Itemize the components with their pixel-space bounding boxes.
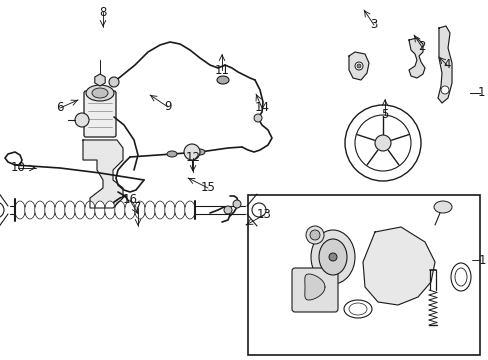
Ellipse shape (104, 201, 115, 219)
Text: 10: 10 (11, 162, 25, 175)
Text: 16: 16 (122, 193, 137, 207)
Ellipse shape (84, 201, 95, 219)
Ellipse shape (433, 201, 451, 213)
Ellipse shape (217, 76, 228, 84)
Ellipse shape (450, 263, 470, 291)
Ellipse shape (65, 201, 75, 219)
Ellipse shape (15, 201, 25, 219)
Circle shape (354, 115, 410, 171)
Text: 11: 11 (214, 63, 229, 77)
FancyBboxPatch shape (291, 268, 337, 312)
Text: 9: 9 (164, 100, 171, 113)
Circle shape (345, 105, 420, 181)
Ellipse shape (115, 201, 125, 219)
Ellipse shape (45, 201, 55, 219)
Text: 6: 6 (56, 102, 63, 114)
Ellipse shape (174, 201, 185, 219)
Polygon shape (348, 52, 368, 80)
Circle shape (440, 86, 448, 94)
Text: 2: 2 (417, 40, 425, 54)
Text: 12: 12 (185, 152, 200, 165)
Polygon shape (362, 227, 434, 305)
Circle shape (374, 135, 390, 151)
Ellipse shape (135, 201, 145, 219)
Polygon shape (408, 38, 424, 78)
Ellipse shape (144, 201, 155, 219)
Circle shape (309, 230, 319, 240)
Ellipse shape (343, 300, 371, 318)
Circle shape (0, 202, 4, 218)
Ellipse shape (55, 201, 65, 219)
Ellipse shape (167, 151, 177, 157)
Circle shape (109, 77, 119, 87)
Circle shape (224, 206, 231, 214)
Ellipse shape (454, 268, 466, 286)
Circle shape (75, 113, 89, 127)
Circle shape (253, 114, 262, 122)
Text: 1: 1 (477, 253, 485, 266)
Ellipse shape (348, 303, 366, 315)
Text: 5: 5 (381, 108, 388, 121)
Ellipse shape (25, 201, 35, 219)
Ellipse shape (155, 201, 165, 219)
Text: 3: 3 (369, 18, 377, 31)
Polygon shape (304, 274, 325, 300)
Ellipse shape (164, 201, 175, 219)
Circle shape (354, 62, 362, 70)
Polygon shape (437, 26, 451, 103)
Circle shape (320, 249, 328, 257)
Ellipse shape (95, 201, 105, 219)
Text: 15: 15 (200, 181, 215, 194)
Ellipse shape (124, 201, 135, 219)
Ellipse shape (195, 149, 204, 155)
Bar (247, 195, 479, 355)
Circle shape (356, 64, 360, 68)
Ellipse shape (86, 85, 114, 101)
Text: 1: 1 (476, 86, 484, 99)
Text: 14: 14 (254, 102, 269, 114)
Circle shape (251, 203, 265, 217)
Circle shape (328, 253, 336, 261)
Circle shape (305, 226, 324, 244)
Circle shape (183, 144, 200, 160)
Ellipse shape (184, 201, 195, 219)
Ellipse shape (92, 88, 108, 98)
FancyBboxPatch shape (84, 91, 116, 137)
Text: 8: 8 (99, 5, 106, 18)
Circle shape (232, 200, 241, 208)
Ellipse shape (310, 230, 354, 284)
Polygon shape (83, 140, 123, 208)
Text: 7: 7 (134, 202, 142, 215)
Ellipse shape (75, 201, 85, 219)
Ellipse shape (35, 201, 45, 219)
Text: 4: 4 (442, 58, 450, 72)
Text: 13: 13 (256, 208, 271, 221)
Ellipse shape (318, 239, 346, 275)
